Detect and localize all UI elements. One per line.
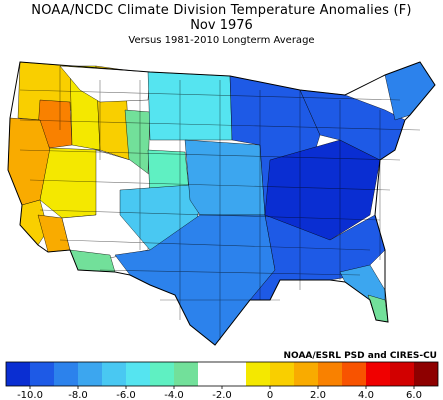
legend-swatch: [174, 362, 198, 386]
legend-swatch: [222, 362, 246, 386]
legend-swatch: [198, 362, 222, 386]
map-date: Nov 1976: [190, 18, 253, 33]
legend-label: 4.0: [358, 390, 374, 400]
legend-swatch: [246, 362, 270, 386]
legend-swatch: [366, 362, 390, 386]
legend-label: -6.0: [116, 390, 136, 400]
legend-swatch: [342, 362, 366, 386]
legend-swatch: [270, 362, 294, 386]
legend-swatch: [54, 362, 78, 386]
region-plains-south: [184, 139, 266, 216]
legend-swatch: [78, 362, 102, 386]
region-dakotas: [147, 71, 233, 141]
credit-text: NOAA/ESRL PSD and CIRES-CU: [283, 351, 438, 361]
us-outline: [7, 61, 436, 346]
climate-division-boundaries: [19, 66, 421, 340]
legend-swatch: [318, 362, 342, 386]
legend-label: -2.0: [212, 390, 232, 400]
color-scale-legend: -10.0-8.0-6.0-4.0-2.002.04.06.08.010.0: [5, 361, 439, 400]
map-title: NOAA/NCDC Climate Division Temperature A…: [31, 3, 412, 18]
legend-swatch: [30, 362, 54, 386]
map-subtitle: Versus 1981-2010 Longterm Average: [128, 35, 315, 46]
legend-label: 2.0: [310, 390, 326, 400]
legend-swatch: [126, 362, 150, 386]
legend-label: -8.0: [68, 390, 88, 400]
legend-swatch: [102, 362, 126, 386]
legend-label: -4.0: [164, 390, 184, 400]
legend-swatch: [414, 362, 438, 386]
us-climate-division-map: [7, 61, 436, 346]
region-nevada: [39, 147, 101, 219]
legend-swatch: [6, 362, 30, 386]
legend-label: 0: [267, 390, 273, 400]
legend-swatch: [390, 362, 414, 386]
legend-swatch: [150, 362, 174, 386]
legend-label: -10.0: [17, 390, 43, 400]
legend-swatch: [294, 362, 318, 386]
legend-label: 6.0: [406, 390, 422, 400]
region-maine: [384, 61, 436, 121]
